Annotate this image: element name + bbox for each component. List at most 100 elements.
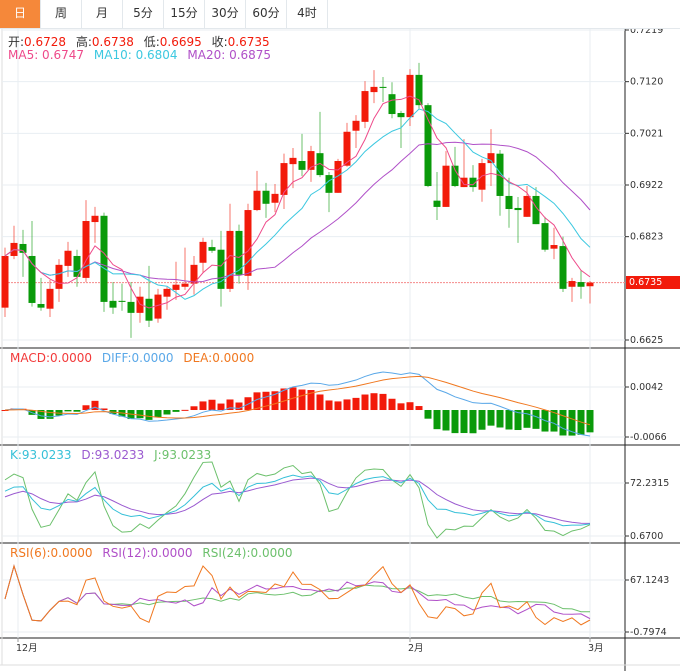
candle-body [64, 250, 72, 266]
tab-day[interactable]: 日 [0, 0, 41, 28]
dea-value: DEA:0.0000 [183, 351, 255, 365]
rsi-axis-label: -0.7974 [630, 627, 667, 638]
tab-week[interactable]: 周 [41, 0, 82, 28]
rsi6-line [4, 564, 591, 626]
candle [415, 62, 423, 109]
candle-body [145, 298, 153, 321]
candle-body [307, 151, 315, 170]
macd-bar [64, 410, 72, 412]
kdj-axis-label: 72.2315 [630, 478, 669, 489]
candle-body [397, 112, 405, 118]
macd-bar [1, 410, 9, 412]
price-axis-label: 0.6823 [630, 232, 663, 243]
candle-body [280, 163, 288, 195]
tab-30min[interactable]: 30分 [205, 0, 246, 28]
diff-value: DIFF:0.0000 [101, 351, 174, 365]
x-axis-label: 2月 [408, 643, 424, 654]
close-label: 收: [211, 35, 228, 49]
candle-body [46, 288, 54, 309]
candle-body [163, 288, 171, 297]
candle-body [568, 281, 576, 287]
tab-4hour[interactable]: 4时 [287, 0, 328, 28]
candle-body [118, 300, 126, 302]
candle [118, 283, 126, 311]
macd-bar [433, 410, 441, 430]
dea-line [4, 375, 591, 426]
low-label: 低: [143, 35, 160, 49]
candle [46, 279, 54, 318]
tab-month[interactable]: 月 [82, 0, 123, 28]
candle-body [532, 195, 540, 225]
macd-axis-label: -0.0066 [630, 432, 667, 443]
candle [370, 70, 378, 104]
tab-5min[interactable]: 5分 [123, 0, 164, 28]
ma10-line [4, 108, 591, 300]
candle [433, 171, 441, 220]
macd-bar [370, 393, 378, 411]
candle [397, 110, 405, 148]
candle [145, 265, 153, 327]
ohlc-legend: 开:0.6728 高:0.6738 低:0.6695 收:0.6735 [8, 33, 276, 50]
candle [37, 277, 45, 311]
candle-body [37, 303, 45, 308]
candle [253, 170, 261, 212]
candle [91, 206, 99, 243]
macd-bar [82, 405, 90, 411]
candle-body [550, 245, 558, 249]
ma-legend: MA5: 0.6747 MA10: 0.6804 MA20: 0.6875 [8, 48, 277, 62]
d-value: D:93.0233 [81, 448, 145, 462]
macd-bar [406, 402, 414, 411]
j-line [4, 461, 591, 539]
candle [586, 281, 594, 304]
candle [1, 247, 9, 318]
candle [73, 249, 81, 287]
candle-body [91, 215, 99, 223]
rsi24-value: RSI(24):0.0000 [202, 546, 293, 560]
candle-body [73, 255, 81, 277]
candle [271, 183, 279, 213]
candle [19, 229, 27, 277]
candle [172, 261, 180, 300]
macd-bar [73, 410, 81, 412]
macd-bar [478, 410, 486, 430]
macd-bar [451, 410, 459, 434]
macd-bar [352, 397, 360, 411]
candle [514, 197, 522, 243]
candle-body [370, 86, 378, 93]
candle [217, 230, 225, 307]
macd-bar [469, 410, 477, 434]
candle [109, 282, 117, 314]
macd-bar [424, 410, 432, 419]
price-axis-label: 0.6922 [630, 180, 663, 191]
candle-body [325, 175, 333, 193]
macd-bar [325, 400, 333, 411]
candle-body [244, 210, 252, 276]
candle [316, 111, 324, 178]
candle [496, 150, 504, 216]
macd-bar [163, 410, 171, 415]
macd-bar [91, 400, 99, 411]
candle [532, 187, 540, 225]
kline-chart[interactable]: 12月 2月 3月 0.7219 0.7120 0.7021 0.6922 0.6823 0.6… [0, 29, 680, 671]
macd-bar [37, 410, 45, 419]
candle [226, 203, 234, 292]
rsi-legend: RSI(6):0.0000 RSI(12):0.0000 RSI(24):0.0… [10, 546, 299, 560]
candle [208, 239, 216, 253]
candle-body [19, 243, 27, 253]
candle [280, 153, 288, 210]
macd-bar [505, 410, 513, 430]
candle-body [361, 91, 369, 122]
candle [10, 225, 18, 260]
candle-body [424, 105, 432, 187]
candle-body [181, 283, 189, 287]
candle-body [253, 190, 261, 211]
tab-15min[interactable]: 15分 [164, 0, 205, 28]
period-tabs: 日 周 月 5分 15分 30分 60分 4时 [0, 0, 680, 29]
candle-body [316, 153, 324, 176]
candle-body [559, 246, 567, 289]
candle-body [271, 193, 279, 203]
macd-bar [460, 410, 468, 434]
tab-60min[interactable]: 60分 [246, 0, 287, 28]
macd-bar [487, 410, 495, 426]
candle-body [289, 157, 297, 165]
